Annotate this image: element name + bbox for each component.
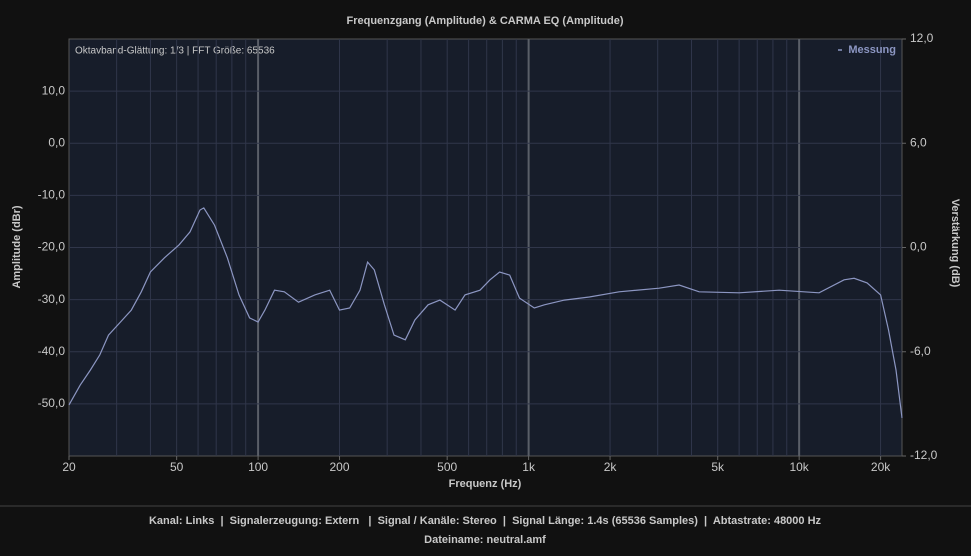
y2-tick-label: 0,0 bbox=[910, 240, 927, 254]
x-tick-label: 2k bbox=[604, 460, 618, 474]
y2-tick-label: -12,0 bbox=[910, 448, 938, 462]
footer-filename: Dateiname: neutral.amf bbox=[424, 534, 546, 546]
y2-tick-label: 6,0 bbox=[910, 135, 927, 149]
x-tick-label: 100 bbox=[248, 460, 268, 474]
y2-tick-label: -6,0 bbox=[910, 344, 931, 358]
y-tick-label: -10,0 bbox=[38, 188, 66, 202]
y2-axis-label: Verstärkung (dB) bbox=[949, 199, 961, 288]
y-tick-label: -40,0 bbox=[38, 344, 66, 358]
y-tick-label: -50,0 bbox=[38, 396, 66, 410]
footer-info: Kanal: Links | Signalerzeugung: Extern |… bbox=[149, 515, 822, 527]
y-tick-label: 0,0 bbox=[48, 135, 65, 149]
legend-label: Messung bbox=[848, 44, 896, 56]
x-tick-label: 5k bbox=[711, 460, 725, 474]
y-tick-label: -20,0 bbox=[38, 240, 66, 254]
y-tick-label: -30,0 bbox=[38, 292, 66, 306]
y-axis-label: Amplitude (dBr) bbox=[11, 205, 23, 288]
y2-tick-label: 12,0 bbox=[910, 31, 934, 45]
x-tick-label: 20k bbox=[871, 460, 891, 474]
x-tick-label: 500 bbox=[437, 460, 457, 474]
x-tick-label: 200 bbox=[330, 460, 350, 474]
x-tick-label: 50 bbox=[170, 460, 184, 474]
annotation: Oktavband-Glättung: 1/3 | FFT Größe: 655… bbox=[75, 46, 275, 57]
y-tick-label: 10,0 bbox=[42, 83, 66, 97]
x-tick-label: 1k bbox=[522, 460, 536, 474]
x-tick-label: 10k bbox=[789, 460, 809, 474]
series-line bbox=[68, 207, 903, 418]
x-axis-label: Frequenz (Hz) bbox=[449, 478, 522, 490]
chart-title: Frequenzgang (Amplitude) & CARMA EQ (Amp… bbox=[346, 15, 623, 27]
x-tick-label: 20 bbox=[62, 460, 76, 474]
